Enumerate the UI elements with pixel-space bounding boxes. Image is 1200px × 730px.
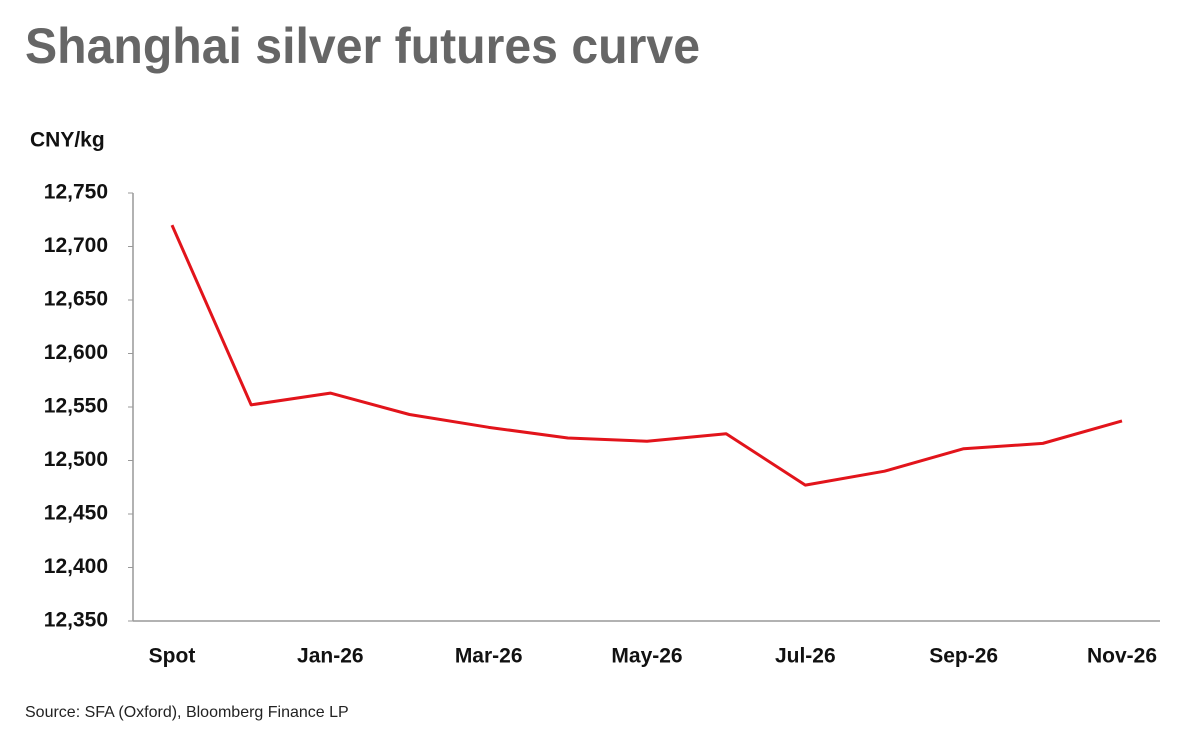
y-tick-label: 12,700 xyxy=(44,234,108,257)
y-tick-label: 12,450 xyxy=(44,502,108,525)
y-axis-label: CNY/kg xyxy=(30,129,105,152)
y-tick-label: 12,750 xyxy=(44,181,108,204)
y-tick-label: 12,550 xyxy=(44,395,108,418)
x-tick-label: May-26 xyxy=(611,645,682,668)
x-tick-label: Jan-26 xyxy=(297,645,364,668)
chart-title: Shanghai silver futures curve xyxy=(25,18,700,74)
x-tick-label: Jul-26 xyxy=(775,645,836,668)
y-tick-label: 12,600 xyxy=(44,341,108,364)
x-tick-label: Mar-26 xyxy=(455,645,523,668)
x-tick-label: Spot xyxy=(149,645,196,668)
source-note: Source: SFA (Oxford), Bloomberg Finance … xyxy=(25,704,349,721)
y-tick-label: 12,650 xyxy=(44,288,108,311)
x-tick-label: Sep-26 xyxy=(929,645,998,668)
y-tick-label: 12,350 xyxy=(44,609,108,632)
x-tick-label: Nov-26 xyxy=(1087,645,1157,668)
data-line xyxy=(170,224,1123,487)
y-tick-label: 12,400 xyxy=(44,555,108,578)
y-tick-label: 12,500 xyxy=(44,448,108,471)
